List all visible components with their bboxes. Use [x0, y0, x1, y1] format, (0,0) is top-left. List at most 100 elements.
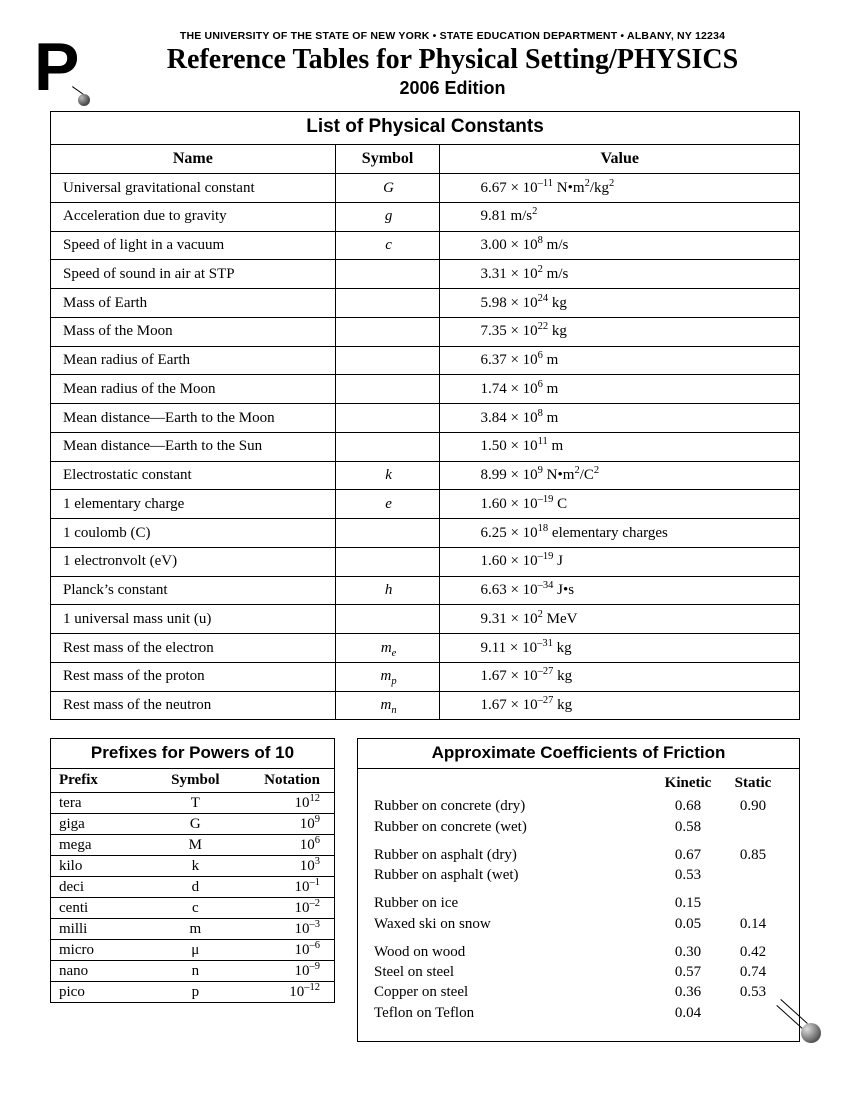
cell-symbol	[335, 317, 440, 346]
cell-symbol	[335, 432, 440, 461]
cell-symbol: e	[335, 490, 440, 519]
cell-name: 1 universal mass unit (u)	[51, 605, 335, 634]
edition: 2006 Edition	[105, 78, 800, 99]
table-row: Rest mass of the neutronmn1.67 × 10–27 k…	[51, 691, 799, 719]
cell-prefix: giga	[51, 814, 153, 835]
cell-symbol	[335, 519, 440, 548]
table-row: 1 electronvolt (eV)1.60 × 10–19 J	[51, 547, 799, 576]
cell-prefix: kilo	[51, 856, 153, 877]
cell-static: 0.85	[723, 845, 783, 865]
cell-material: Copper on steel	[374, 982, 653, 1002]
th-kinetic: Kinetic	[653, 775, 723, 792]
friction-group: Wood on wood0.300.42Steel on steel0.570.…	[374, 942, 783, 1023]
cell-name: Planck’s constant	[51, 576, 335, 605]
friction-box: Approximate Coefficients of Friction Kin…	[357, 738, 800, 1042]
cell-symbol	[335, 605, 440, 634]
cell-value: 3.84 × 108 m	[440, 404, 799, 433]
friction-row: Waxed ski on snow0.050.14	[374, 914, 783, 934]
table-row: centic10–2	[51, 898, 334, 919]
cell-prefix: mega	[51, 835, 153, 856]
cell-prefix: deci	[51, 877, 153, 898]
table-row: Mean distance—Earth to the Sun 1.50 × 101…	[51, 432, 799, 461]
cell-static: 0.53	[723, 982, 783, 1002]
cell-symbol: me	[335, 634, 440, 663]
cell-symbol: M	[153, 835, 238, 856]
cell-value: 5.98 × 1024 kg	[440, 289, 799, 318]
cell-name: 1 electronvolt (eV)	[51, 547, 335, 576]
table-row: Electrostatic constantk8.99 × 109 N•m2/C…	[51, 461, 799, 490]
th-value: Value	[440, 145, 799, 174]
table-row: Planck’s constanth6.63 × 10–34 J•s	[51, 576, 799, 605]
cell-kinetic: 0.05	[653, 914, 723, 934]
cell-symbol: T	[153, 793, 238, 814]
cell-name: Rest mass of the proton	[51, 662, 335, 691]
cell-material: Rubber on asphalt (wet)	[374, 865, 653, 885]
th-symbol: Symbol	[335, 145, 440, 174]
cell-symbol	[335, 404, 440, 433]
cell-notation: 109	[238, 814, 334, 835]
cell-notation: 10–2	[238, 898, 334, 919]
cell-static	[723, 893, 783, 913]
cell-material: Rubber on ice	[374, 893, 653, 913]
cell-symbol: μ	[153, 940, 238, 961]
table-row: Mass of Earth 5.98 × 1024 kg	[51, 289, 799, 318]
cell-name: Rest mass of the neutron	[51, 691, 335, 719]
cell-symbol: c	[335, 231, 440, 260]
friction-group: Rubber on ice0.15Waxed ski on snow0.050.…	[374, 893, 783, 934]
friction-row: Wood on wood0.300.42	[374, 942, 783, 962]
cell-material: Teflon on Teflon	[374, 1003, 653, 1023]
cell-notation: 10–3	[238, 919, 334, 940]
cell-symbol: mp	[335, 662, 440, 691]
cell-symbol: G	[153, 814, 238, 835]
cell-symbol: c	[153, 898, 238, 919]
cell-notation: 10–1	[238, 877, 334, 898]
constants-title: List of Physical Constants	[51, 112, 799, 145]
cell-prefix: milli	[51, 919, 153, 940]
cell-static: 0.74	[723, 962, 783, 982]
cell-name: 1 elementary charge	[51, 490, 335, 519]
cell-name: Mean distance—Earth to the Moon	[51, 404, 335, 433]
table-row: Speed of sound in air at STP3.31 × 102 m…	[51, 260, 799, 289]
table-row: megaM106	[51, 835, 334, 856]
friction-group: Rubber on concrete (dry)0.680.90Rubber o…	[374, 796, 783, 837]
friction-row: Rubber on concrete (wet)0.58	[374, 817, 783, 837]
th-notation: Notation	[238, 769, 334, 793]
table-row: millim10–3	[51, 919, 334, 940]
table-row: Mean radius of Earth6.37 × 106 m	[51, 346, 799, 375]
cell-name: Mass of Earth	[51, 289, 335, 318]
prefixes-box: Prefixes for Powers of 10 Prefix Symbol …	[50, 738, 335, 1003]
cell-name: Mean distance—Earth to the Sun	[51, 432, 335, 461]
table-row: Mass of the Moon7.35 × 1022 kg	[51, 317, 799, 346]
constants-table-box: List of Physical Constants Name Symbol V…	[50, 111, 800, 720]
cell-static	[723, 865, 783, 885]
cell-material: Wood on wood	[374, 942, 653, 962]
table-row: Acceleration due to gravityg9.81 m/s2	[51, 202, 799, 231]
cell-value: 1.67 × 10–27 kg	[440, 662, 799, 691]
cell-name: Mean radius of Earth	[51, 346, 335, 375]
cell-symbol	[335, 346, 440, 375]
cell-notation: 10–6	[238, 940, 334, 961]
cell-name: Speed of sound in air at STP	[51, 260, 335, 289]
cell-kinetic: 0.30	[653, 942, 723, 962]
cell-prefix: tera	[51, 793, 153, 814]
cell-symbol: h	[335, 576, 440, 605]
cell-symbol	[335, 260, 440, 289]
cell-value: 1.50 × 1011 m	[440, 432, 799, 461]
cell-symbol: k	[153, 856, 238, 877]
cell-material: Steel on steel	[374, 962, 653, 982]
table-row: 1 coulomb (C)6.25 × 1018 elementary char…	[51, 519, 799, 548]
cell-prefix: pico	[51, 982, 153, 1003]
cell-symbol	[335, 375, 440, 404]
cell-value: 8.99 × 109 N•m2/C2	[440, 461, 799, 490]
cell-symbol	[335, 547, 440, 576]
table-row: Mean distance—Earth to the Moon 3.84 × 10…	[51, 404, 799, 433]
cell-symbol: p	[153, 982, 238, 1003]
cell-value: 6.67 × 10–11 N•m2/kg2	[440, 174, 799, 203]
th-prefix: Prefix	[51, 769, 153, 793]
table-row: Universal gravitational constantG6.67 × …	[51, 174, 799, 203]
cell-notation: 10–9	[238, 961, 334, 982]
friction-row: Teflon on Teflon0.04	[374, 1003, 783, 1023]
cell-symbol: m	[153, 919, 238, 940]
table-row: Mean radius of the Moon1.74 × 106 m	[51, 375, 799, 404]
cell-kinetic: 0.15	[653, 893, 723, 913]
